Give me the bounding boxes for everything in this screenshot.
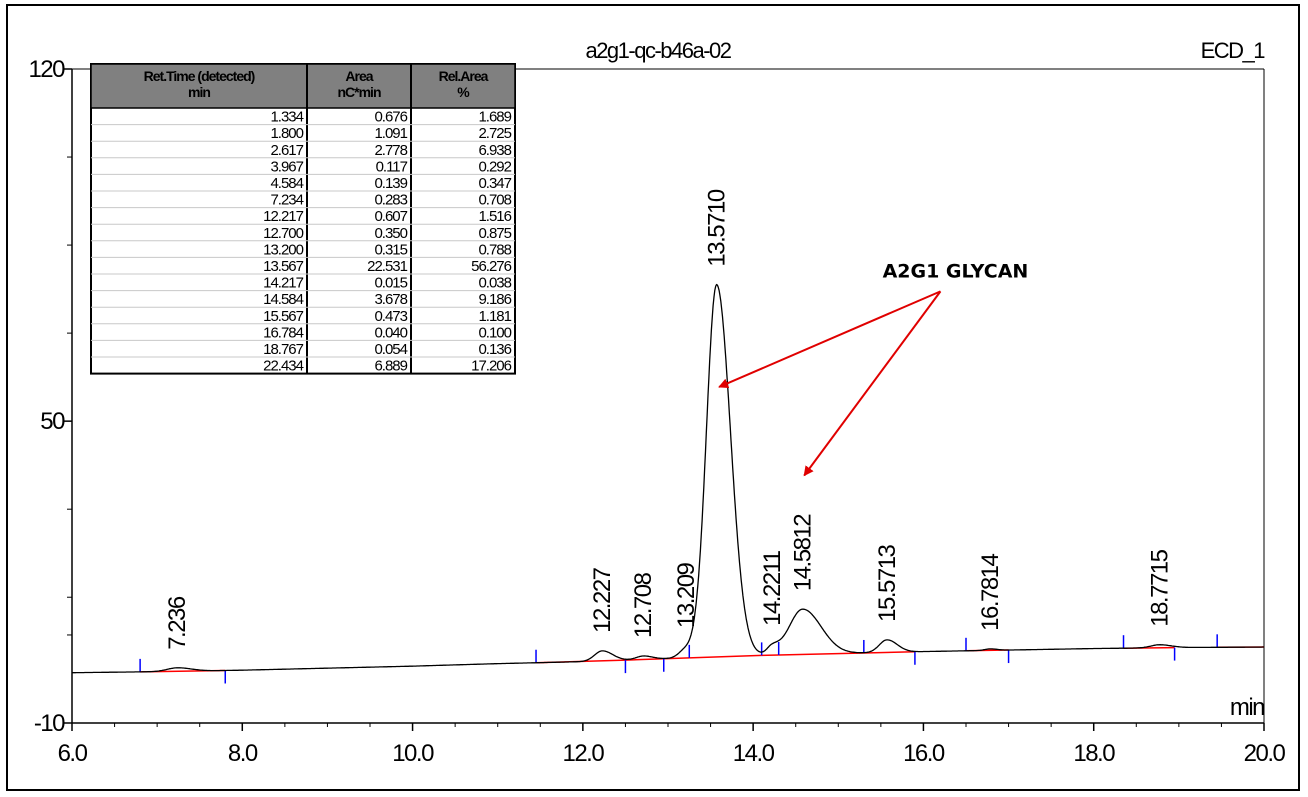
table-cell: 0.040 — [374, 324, 407, 341]
x-tick-label: 16.0 — [903, 740, 945, 767]
peak-label: 14.2211 — [759, 550, 786, 626]
table-background — [90, 63, 516, 375]
integration-baseline — [863, 651, 915, 654]
table-header-bg — [90, 63, 516, 109]
table-cell: 2.725 — [478, 125, 511, 142]
x-tick-label: 8.0 — [228, 740, 258, 767]
table-header-cell: Rel.Area — [439, 68, 489, 84]
table-cell: 18.767 — [263, 341, 304, 358]
table-cell: 0.038 — [478, 275, 511, 292]
peak-label: 18.7715 — [1146, 549, 1173, 626]
table-cell: 0.139 — [374, 175, 407, 192]
table-cell: 0.875 — [478, 225, 511, 242]
peak-label: 16.7814 — [977, 553, 1004, 630]
integration-baseline — [778, 652, 864, 656]
table-cell: 17.206 — [471, 358, 512, 375]
table-cell: 2.617 — [270, 142, 303, 159]
table-cell: 0.350 — [374, 225, 407, 242]
table-cell: 6.889 — [374, 358, 407, 375]
table-header-cell: nC*min — [338, 84, 381, 100]
integration-baseline — [625, 658, 664, 661]
peak-label: 7.236 — [164, 596, 191, 650]
table-cell: 6.938 — [478, 142, 511, 159]
table-cell: 9.186 — [478, 291, 511, 308]
x-axis-label: min — [1230, 694, 1264, 721]
peak-label: 13.209 — [673, 562, 700, 628]
table-cell: 12.217 — [263, 208, 304, 225]
x-tick-label: 14.0 — [733, 740, 775, 767]
table-cell: 22.434 — [263, 358, 304, 375]
table-cell: 0.788 — [478, 241, 511, 258]
y-tick-label: -10 — [34, 710, 65, 737]
table-cell: 1.334 — [270, 109, 303, 126]
x-tick-label: 12.0 — [562, 740, 604, 767]
table-cell: 0.054 — [374, 341, 407, 358]
table-header-cell: % — [457, 84, 470, 100]
table-cell: 0.136 — [478, 341, 511, 358]
table-cell: 0.607 — [374, 208, 407, 225]
x-tick-label: 10.0 — [392, 740, 434, 767]
annotation-arrow — [718, 290, 941, 388]
table-header-cell: Ret.Time (detected) — [144, 68, 255, 84]
table-header-cell: min — [188, 84, 210, 100]
table-cell: 1.091 — [374, 125, 407, 142]
table-cell: 16.784 — [263, 324, 304, 341]
annotation-label: A2G1 GLYCAN — [883, 260, 1029, 282]
peak-label: 14.5812 — [790, 514, 817, 591]
table-cell: 13.567 — [263, 258, 304, 275]
peak-label: 13.5710 — [704, 189, 731, 266]
table-cell: 56.276 — [471, 258, 512, 275]
x-tick-label: 6.0 — [58, 740, 88, 767]
table-cell: 7.234 — [270, 192, 303, 209]
table-cell: 0.315 — [374, 241, 407, 258]
table-cell: 1.800 — [270, 125, 303, 142]
table-cell: 1.689 — [478, 109, 511, 126]
table-cell: 0.347 — [478, 175, 511, 192]
table-cell: 1.516 — [478, 208, 511, 225]
table-cell: 0.100 — [478, 324, 511, 341]
channel-label: ECD_1 — [1201, 38, 1266, 63]
annotation: A2G1 GLYCAN — [718, 260, 1029, 477]
integration-baseline — [689, 654, 762, 659]
table-cell: 0.117 — [376, 158, 408, 175]
table-cell: 0.708 — [478, 192, 511, 209]
table-cell: 12.700 — [263, 225, 304, 242]
annotation-arrow — [803, 290, 942, 477]
axes: 6.0 8.0 10.0 12.0 14.0 16.0 18.0 20.0 120 50 -10 — [28, 56, 1287, 767]
peak-label: 15.5713 — [874, 544, 901, 621]
table-cell: 0.015 — [374, 275, 407, 292]
table-cell: 0.283 — [374, 192, 407, 209]
chart-title: a2g1-qc-b46a-02 — [585, 38, 731, 63]
x-tick-label: 18.0 — [1073, 740, 1115, 767]
chromatogram-frame: 6.0 8.0 10.0 12.0 14.0 16.0 18.0 20.0 120 50 -10 7… — [6, 4, 1300, 791]
table-cell: 4.584 — [270, 175, 303, 192]
table-cell: 3.967 — [270, 158, 303, 175]
y-tick-label: 50 — [40, 408, 65, 435]
table-header-cell: Area — [345, 68, 373, 84]
table-cell: 0.473 — [374, 308, 407, 325]
table-cell: 0.676 — [374, 109, 407, 126]
table-cell: 14.584 — [263, 291, 304, 308]
y-tick-label: 120 — [28, 56, 65, 83]
table-cell: 0.292 — [478, 158, 511, 175]
table-cell: 14.217 — [263, 275, 304, 292]
trace-layer — [72, 283, 1264, 674]
integration-marks — [139, 634, 1265, 684]
peak-label: 12.227 — [589, 567, 616, 633]
peak-label: 12.708 — [630, 572, 657, 638]
table-cell: 2.778 — [374, 142, 407, 159]
table-cell: 1.181 — [478, 308, 511, 325]
table-cell: 15.567 — [263, 308, 304, 325]
table-cell: 3.678 — [374, 291, 407, 308]
table-cell: 13.200 — [263, 241, 304, 258]
chromatogram-chart: 6.0 8.0 10.0 12.0 14.0 16.0 18.0 20.0 120 50 -10 7… — [28, 38, 1287, 767]
series-trace — [72, 283, 1264, 674]
x-tick-label: 20.0 — [1244, 740, 1286, 767]
table-cell: 22.531 — [367, 258, 408, 275]
